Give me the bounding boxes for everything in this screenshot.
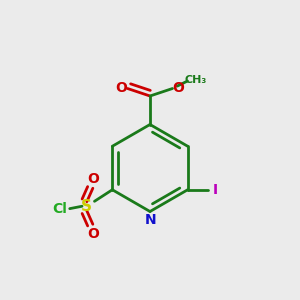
Text: N: N (145, 213, 156, 227)
Text: O: O (172, 81, 184, 94)
Text: O: O (88, 227, 99, 241)
Text: S: S (81, 199, 92, 214)
Text: CH₃: CH₃ (185, 75, 207, 85)
Text: Cl: Cl (52, 202, 67, 216)
Text: I: I (213, 183, 218, 197)
Text: O: O (88, 172, 99, 186)
Text: O: O (115, 81, 127, 94)
